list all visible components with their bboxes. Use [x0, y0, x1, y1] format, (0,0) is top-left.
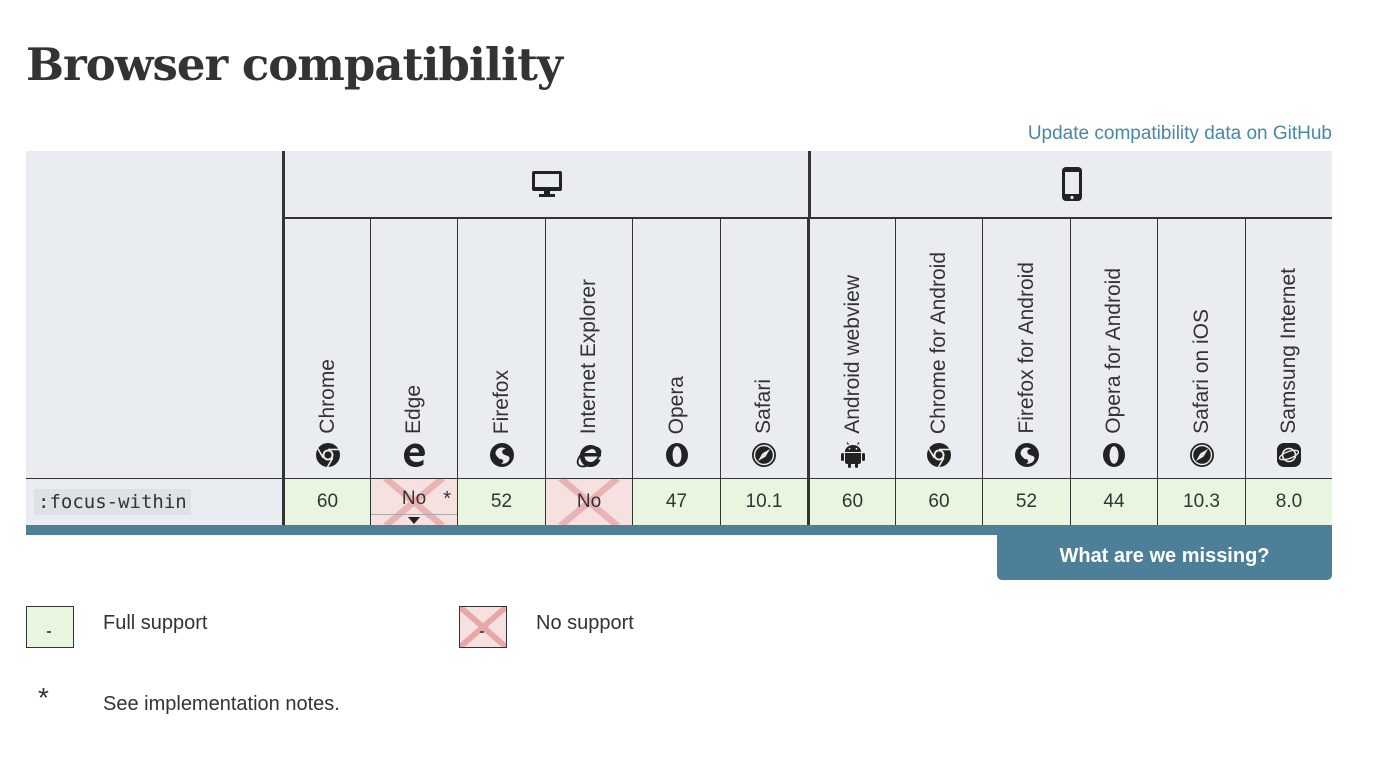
safari-icon: [752, 443, 776, 467]
support-cell-opera-for-android[interactable]: 44: [1070, 478, 1157, 525]
browser-name: Internet Explorer: [577, 278, 600, 434]
support-cell-chrome[interactable]: 60: [282, 478, 370, 525]
table-bottom-bar: [26, 525, 1332, 535]
safari-icon: [1189, 443, 1214, 467]
page-title: Browser compatibility: [26, 38, 563, 91]
browser-name: Firefox: [489, 369, 513, 434]
support-version: 44: [1103, 491, 1125, 512]
support-version: No: [576, 491, 602, 512]
mobile-phone-icon: [1061, 167, 1082, 201]
support-cell-edge[interactable]: No *: [370, 478, 457, 525]
compat-table: :focus-within Chrome 60 Edge No * Firefox 52 In…: [26, 151, 1332, 525]
chrome-icon: [927, 443, 951, 468]
opera-icon: [1103, 443, 1125, 467]
browser-header-firefox: Firefox: [457, 219, 545, 478]
browser-name: Android webview: [840, 275, 864, 434]
feature-name-cell: :focus-within: [26, 478, 282, 525]
support-cell-firefox[interactable]: 52: [457, 478, 545, 525]
browser-name: Chrome: [315, 359, 339, 434]
firefox-icon: [489, 443, 514, 467]
legend-notes-label: See implementation notes.: [103, 693, 340, 715]
what-are-we-missing-button[interactable]: What are we missing?: [997, 533, 1332, 580]
table-corner: [26, 151, 282, 478]
samsung-internet-icon: [1277, 443, 1301, 467]
legend-full-support-swatch: [26, 606, 74, 648]
legend-full-support-label: Full support: [103, 612, 208, 634]
support-version: 10.3: [1183, 491, 1220, 512]
support-cell-safari-on-ios[interactable]: 10.3: [1157, 478, 1245, 525]
browser-header-chrome: Chrome: [282, 219, 370, 478]
browser-header-opera: Opera: [632, 219, 720, 478]
support-version: 60: [316, 491, 339, 512]
browser-name: Opera for Android: [1102, 268, 1125, 434]
legend-no-support-swatch: [459, 606, 507, 648]
feature-name: :focus-within: [34, 489, 191, 515]
support-cell-opera[interactable]: 47: [632, 478, 720, 525]
platform-desktop-header: [282, 151, 808, 219]
browser-header-opera-for-android: Opera for Android: [1070, 219, 1157, 478]
implementation-note-star: *: [443, 488, 451, 510]
browser-header-android-webview: Android webview: [807, 219, 895, 478]
support-version: 52: [490, 491, 513, 512]
github-update-link[interactable]: Update compatibility data on GitHub: [1027, 123, 1332, 144]
desktop-icon: [531, 171, 562, 197]
android-icon: [840, 442, 865, 468]
support-cell-chrome-for-android[interactable]: 60: [895, 478, 982, 525]
browser-header-edge: Edge: [370, 219, 457, 478]
browser-name: Samsung Internet: [1277, 268, 1300, 434]
browser-name: Safari: [752, 379, 775, 434]
browser-name: Edge: [402, 384, 425, 434]
expand-caret-icon[interactable]: [408, 517, 420, 524]
support-version: 60: [841, 491, 864, 512]
support-cell-samsung-internet[interactable]: 8.0: [1245, 478, 1332, 525]
platform-mobile-header: [808, 151, 1332, 219]
support-version: 60: [928, 491, 950, 512]
edge-icon: [404, 443, 425, 467]
opera-icon: [665, 443, 688, 467]
browser-header-samsung-internet: Samsung Internet: [1245, 219, 1332, 478]
browser-header-safari-on-ios: Safari on iOS: [1157, 219, 1245, 478]
legend-note-star: *: [38, 682, 49, 713]
no-support-cross-icon: [382, 479, 446, 525]
legend-no-support-label: No support: [536, 612, 634, 634]
no-support-cross-icon: [557, 479, 621, 525]
browser-name: Chrome for Android: [927, 251, 950, 434]
browser-header-chrome-for-android: Chrome for Android: [895, 219, 982, 478]
expand-divider: [371, 514, 457, 515]
support-version: 52: [1015, 491, 1038, 512]
browser-header-safari: Safari: [720, 219, 807, 478]
chrome-icon: [315, 443, 340, 468]
browser-header-internet-explorer: Internet Explorer: [545, 219, 632, 478]
firefox-icon: [1014, 443, 1039, 467]
support-version: 8.0: [1275, 491, 1303, 512]
browser-name: Safari on iOS: [1189, 309, 1213, 434]
browser-name: Opera: [664, 375, 688, 434]
browser-name: Firefox for Android: [1014, 262, 1038, 434]
support-version: 47: [665, 491, 688, 512]
support-cell-firefox-for-android[interactable]: 52: [982, 478, 1070, 525]
support-cell-safari[interactable]: 10.1: [720, 478, 807, 525]
support-version: 10.1: [745, 491, 783, 512]
support-version: No: [401, 488, 427, 509]
internet-explorer-icon: [576, 445, 602, 468]
support-cell-internet-explorer[interactable]: No: [545, 478, 632, 525]
browser-header-firefox-for-android: Firefox for Android: [982, 219, 1070, 478]
support-cell-android-webview[interactable]: 60: [807, 478, 895, 525]
